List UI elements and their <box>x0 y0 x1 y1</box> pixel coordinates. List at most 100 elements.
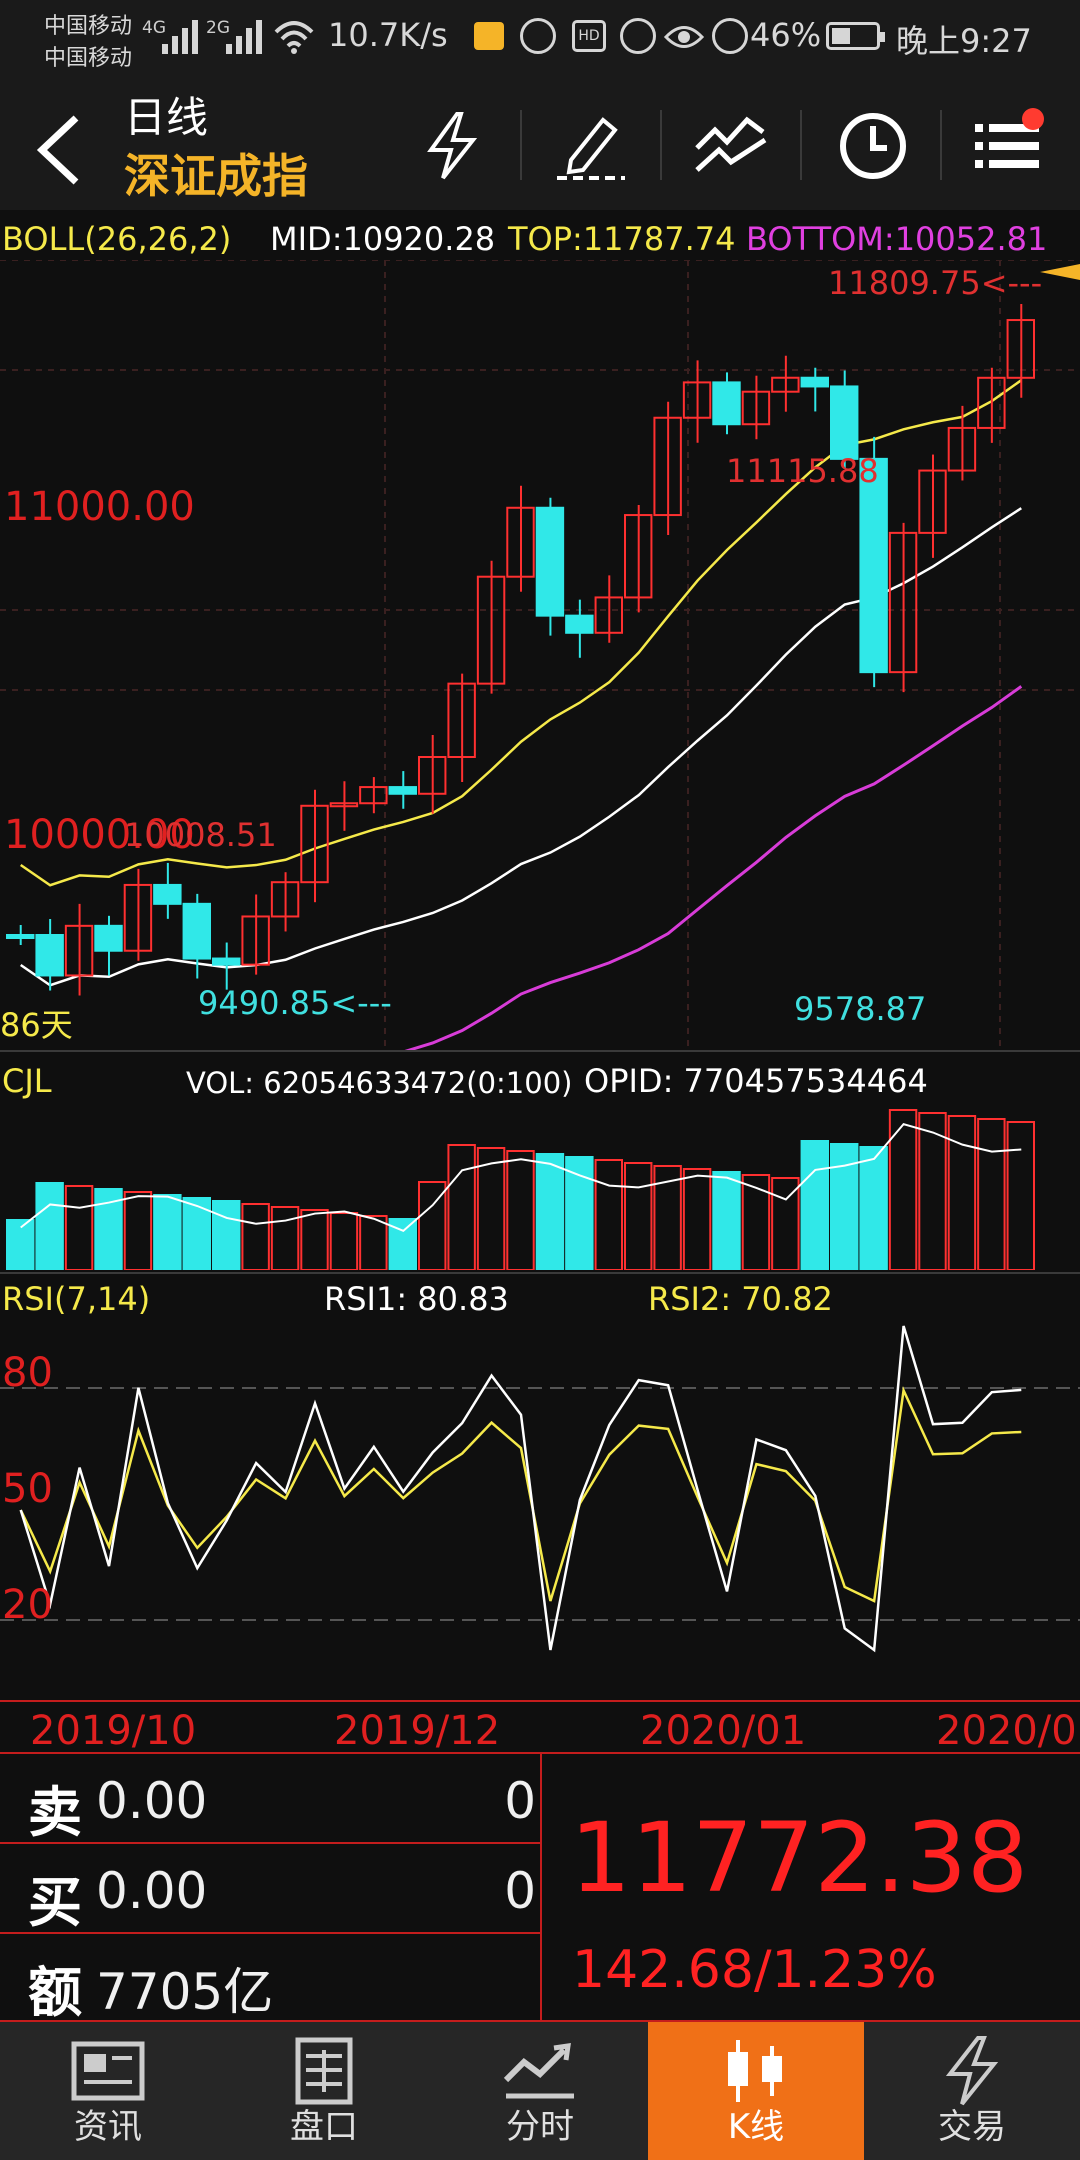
nav-intraday[interactable]: 分时 <box>432 2022 648 2160</box>
rsi-chart[interactable] <box>0 1320 1080 1700</box>
volume-bar <box>123 1191 153 1270</box>
candle-body <box>918 469 947 534</box>
volume-bar <box>653 1165 682 1270</box>
volume-bar <box>712 1171 741 1270</box>
volume-bar <box>682 1168 712 1270</box>
candle-body <box>888 531 918 674</box>
amount-value: 7705亿 <box>96 1963 274 2021</box>
carrier-1: 中国移动 <box>44 14 133 39</box>
data-icon <box>620 18 656 54</box>
nav-news[interactable]: 资讯 <box>0 2022 216 2160</box>
rsi1-line <box>19 1325 1022 1653</box>
chart-area[interactable] <box>0 210 1080 1752</box>
buy-key: 买 <box>28 1871 82 1934</box>
indicator-button[interactable] <box>686 106 776 186</box>
candle-body <box>418 756 447 795</box>
battery-icon <box>826 22 885 50</box>
rsi1-value: RSI1: 80.83 <box>324 1280 509 1318</box>
boll-mid-line <box>20 507 1022 987</box>
volume-bars <box>6 1109 1035 1270</box>
sell-row: 卖 0.00 0 <box>0 1754 540 1844</box>
date-label-1: 2019/10 <box>30 1708 197 1754</box>
candle-body <box>241 915 270 966</box>
nav-kline-label: K线 <box>727 2107 785 2147</box>
nav-orderbook-label: 盘口 <box>290 2107 358 2147</box>
date-label-3: 2020/01 <box>640 1708 807 1754</box>
header: 日线 深证成指 <box>0 80 1080 210</box>
period-label[interactable]: 日线 <box>124 93 209 142</box>
nav-intraday-label: 分时 <box>506 2107 574 2147</box>
volume-chart[interactable] <box>0 1100 1080 1270</box>
volume-bar <box>329 1212 359 1270</box>
header-divider <box>660 110 662 180</box>
menu-button[interactable] <box>964 106 1054 186</box>
quote-panel: 卖 0.00 0 买 0.00 0 额 7705亿 11772.38 142.6… <box>0 1752 1080 2024</box>
nav-trade[interactable]: 交易 <box>864 2022 1080 2160</box>
buy-qty: 0 <box>504 1862 536 1920</box>
kline-chart[interactable] <box>0 260 1080 1050</box>
battery-percent: 46% <box>750 16 822 54</box>
line-chart-icon <box>503 2043 574 2099</box>
candle-body <box>359 786 388 805</box>
back-button[interactable] <box>30 110 100 190</box>
date-label-2: 2019/12 <box>334 1708 501 1754</box>
volume-bar <box>6 1219 35 1270</box>
candle-body <box>859 457 888 674</box>
board-icon <box>295 2037 353 2105</box>
candle-body <box>123 883 153 952</box>
candle-body <box>594 596 623 634</box>
header-divider <box>800 110 802 180</box>
boll-bottom: BOTTOM:10052.81 <box>746 220 1048 258</box>
network-type-1: 4G <box>142 18 166 38</box>
candle-body <box>6 934 35 939</box>
panel-divider <box>0 1272 1080 1274</box>
cjl-opid: OPID: 770457534464 <box>584 1062 928 1100</box>
candle-body <box>741 390 771 426</box>
boll-mid: MID:10920.28 <box>270 220 496 258</box>
nav-kline[interactable]: K线 <box>648 2022 864 2160</box>
volume-line <box>20 1122 1022 1233</box>
candlestick-icon <box>728 2040 782 2102</box>
draw-button[interactable] <box>546 106 636 186</box>
clock: 晚上9:27 <box>896 22 1032 60</box>
candle-body <box>447 682 476 759</box>
volume-bar <box>359 1215 388 1270</box>
candle-body <box>800 376 829 388</box>
price-axis-11000: 11000.00 <box>4 484 195 530</box>
boll-bottom-line <box>404 685 1023 1050</box>
bottom-nav: 资讯 盘口 分时 K线 交易 <box>0 2022 1080 2160</box>
volume-bar <box>888 1109 918 1270</box>
mail-icon <box>474 22 504 50</box>
label-low2: 9578.87 <box>794 990 927 1028</box>
volume-bar <box>241 1203 270 1270</box>
amount-row: 额 7705亿 <box>0 1934 540 2024</box>
cjl-vol: VOL: 62054633472(0:100) <box>186 1066 573 1100</box>
current-price: 11772.38 <box>570 1802 1029 1914</box>
header-divider <box>940 110 942 180</box>
days-label: 86天 <box>0 1006 73 1044</box>
sell-qty: 0 <box>504 1772 536 1830</box>
date-axis-line <box>0 1700 1080 1702</box>
clock-icon <box>840 113 906 179</box>
history-button[interactable] <box>828 106 918 186</box>
candle-body <box>565 614 594 634</box>
volume-bar <box>859 1146 888 1270</box>
wifi-icon <box>274 21 314 54</box>
stock-name[interactable]: 深证成指 <box>124 149 308 203</box>
status-bar: 中国移动 中国移动 4G 2G 10.7K/s HD 46% 晚上9:27 <box>0 0 1080 80</box>
main-grid <box>0 260 1080 1050</box>
label-high: 11809.75<--- <box>828 264 1043 302</box>
carrier-2: 中国移动 <box>44 46 133 71</box>
volume-bar <box>35 1182 64 1270</box>
buy-row: 买 0.00 0 <box>0 1844 540 1934</box>
volume-bar <box>535 1153 565 1270</box>
lightning-button[interactable] <box>408 106 498 186</box>
cjl-title: CJL <box>2 1062 52 1100</box>
list-menu-icon <box>975 124 1039 168</box>
candle-body <box>624 514 653 599</box>
volume-bar <box>565 1156 594 1270</box>
volume-bar <box>506 1150 535 1270</box>
volume-bar <box>270 1206 300 1270</box>
nav-orderbook[interactable]: 盘口 <box>216 2022 432 2160</box>
candle-body <box>830 385 859 460</box>
